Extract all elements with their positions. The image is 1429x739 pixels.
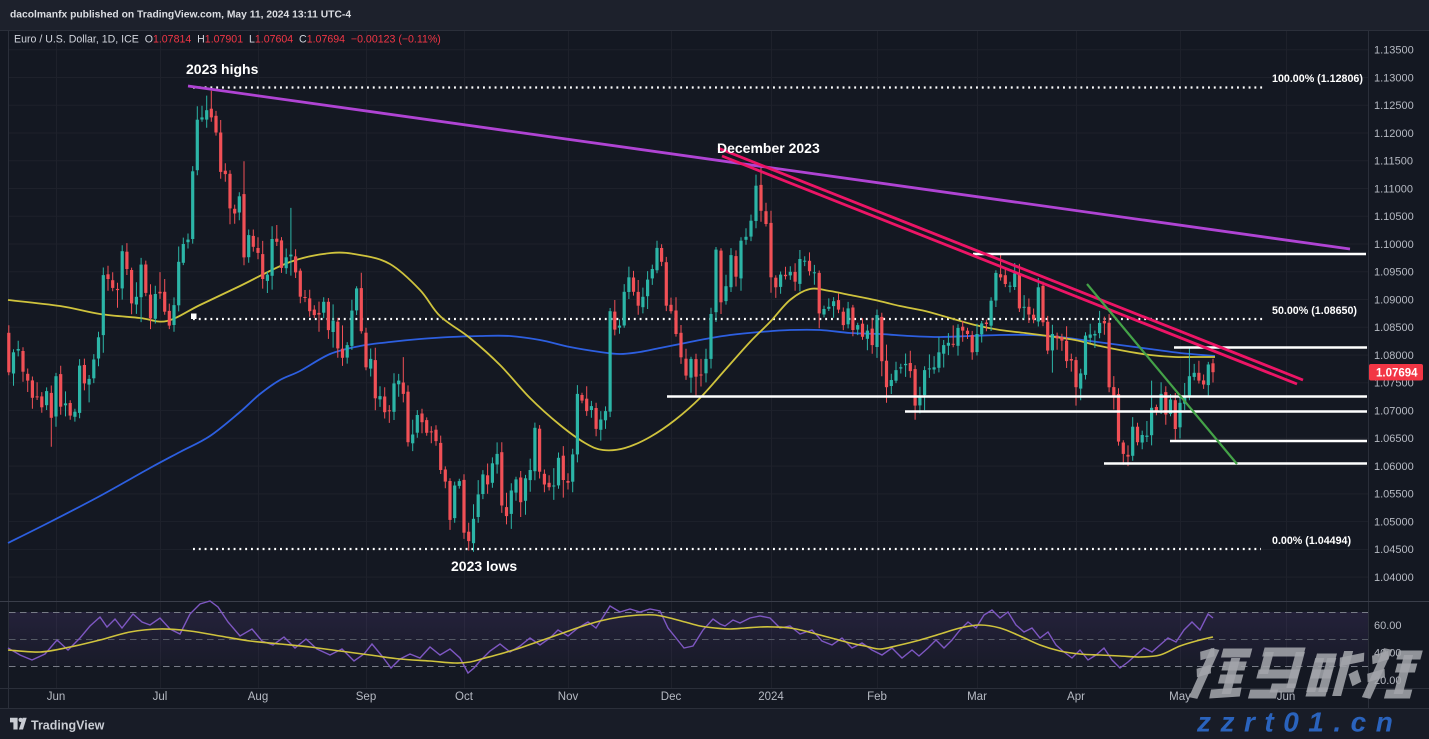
svg-text:2023 lows: 2023 lows (451, 558, 517, 574)
svg-text:1.08000: 1.08000 (1374, 350, 1414, 362)
svg-text:Euro / U.S. Dollar, 1D, ICE O: Euro / U.S. Dollar, 1D, ICE O1.07814 H1.… (14, 34, 441, 46)
svg-text:1.05500: 1.05500 (1374, 489, 1414, 501)
svg-text:1.05000: 1.05000 (1374, 516, 1414, 528)
svg-text:May: May (1169, 691, 1191, 703)
svg-text:1.04500: 1.04500 (1374, 544, 1414, 556)
svg-text:Jul: Jul (153, 691, 168, 703)
svg-text:50.00% (1.08650): 50.00% (1.08650) (1272, 305, 1357, 317)
svg-text:1.12000: 1.12000 (1374, 128, 1414, 140)
svg-text:1.11000: 1.11000 (1374, 183, 1413, 195)
svg-text:1.12500: 1.12500 (1374, 100, 1414, 112)
svg-text:1.09000: 1.09000 (1374, 294, 1414, 306)
svg-text:1.11500: 1.11500 (1374, 156, 1413, 168)
svg-text:Nov: Nov (558, 691, 579, 703)
svg-text:1.10000: 1.10000 (1374, 239, 1414, 251)
svg-text:Dec: Dec (661, 691, 682, 703)
svg-text:Oct: Oct (455, 691, 474, 703)
svg-text:Mar: Mar (967, 691, 987, 703)
svg-text:zzrt01.cn: zzrt01.cn (1196, 707, 1402, 738)
svg-text:Jun: Jun (1277, 691, 1296, 703)
svg-text:Apr: Apr (1067, 691, 1085, 703)
svg-text:Aug: Aug (248, 691, 268, 703)
svg-text:1.09500: 1.09500 (1374, 267, 1414, 279)
svg-text:TradingView: TradingView (31, 719, 105, 733)
svg-text:December 2023: December 2023 (717, 140, 820, 156)
svg-text:1.07500: 1.07500 (1374, 378, 1414, 390)
svg-text:Sep: Sep (356, 691, 376, 703)
svg-text:2024: 2024 (758, 691, 784, 703)
svg-text:100.00% (1.12806): 100.00% (1.12806) (1272, 73, 1363, 85)
svg-text:1.06500: 1.06500 (1374, 433, 1414, 445)
svg-text:dacolmanfx published on Tradin: dacolmanfx published on TradingView.com,… (10, 10, 351, 21)
svg-text:1.10500: 1.10500 (1374, 211, 1414, 223)
svg-text:60.00: 60.00 (1374, 620, 1402, 632)
svg-text:Feb: Feb (867, 691, 887, 703)
svg-text:2023 highs: 2023 highs (186, 61, 259, 77)
svg-text:1.08500: 1.08500 (1374, 322, 1414, 334)
svg-text:0.00% (1.04494): 0.00% (1.04494) (1272, 535, 1351, 547)
svg-text:1.07694: 1.07694 (1376, 368, 1418, 380)
svg-text:Jun: Jun (47, 691, 66, 703)
svg-text:1.13500: 1.13500 (1374, 45, 1414, 57)
svg-text:1.07000: 1.07000 (1374, 405, 1414, 417)
svg-text:1.13000: 1.13000 (1374, 72, 1414, 84)
svg-text:1.04000: 1.04000 (1374, 572, 1414, 584)
svg-text:1.06000: 1.06000 (1374, 461, 1414, 473)
